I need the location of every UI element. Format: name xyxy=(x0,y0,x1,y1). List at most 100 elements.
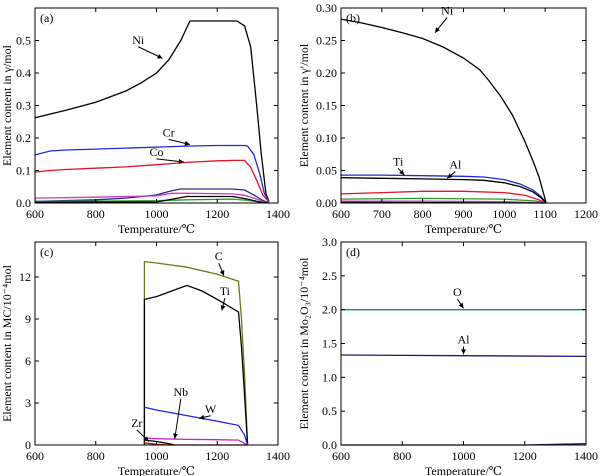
plot-frame xyxy=(34,7,279,204)
annotation-ti: Ti xyxy=(393,154,404,168)
annotation-arrowhead xyxy=(458,302,464,309)
y-tick-label: 0.00 xyxy=(316,196,337,210)
x-tick-label: 1200 xyxy=(205,207,229,221)
annotation-w: W xyxy=(205,402,217,416)
y-tick-label: 0.3 xyxy=(16,99,31,113)
panel-label: (b) xyxy=(346,11,360,25)
panel-1: 600 700 800 900 1000 1100 1200 0.00 0.05 0.10 0.15… xyxy=(297,1,598,236)
annotation-ni: Ni xyxy=(132,33,145,47)
y-axis-label: Element content in γ′/mol xyxy=(297,43,311,167)
y-tick-label: 12 xyxy=(19,270,31,284)
x-axis-label: Temperature/℃ xyxy=(118,464,195,476)
annotation-co: Co xyxy=(149,145,163,159)
annotation-arrowhead xyxy=(199,414,205,420)
annotation-al: Al xyxy=(458,333,471,347)
y-tick-label: 3 xyxy=(25,396,31,410)
series-line-ti xyxy=(341,174,547,204)
y-tick-label: 0 xyxy=(25,438,31,452)
annotation-arrowhead xyxy=(461,349,466,355)
annotation-arrowhead xyxy=(219,270,225,276)
x-tick-label: 1400 xyxy=(574,449,598,463)
y-tick-label: 0.1 xyxy=(16,164,31,178)
annotation-arrowhead xyxy=(156,53,163,59)
x-tick-label: 1400 xyxy=(266,207,290,221)
series-line-al xyxy=(340,354,587,358)
y-axis-label: Element content in Mo₂O₃/10⁻⁴mol xyxy=(297,257,311,430)
x-tick-label: 600 xyxy=(332,449,350,463)
x-tick-label: 1100 xyxy=(533,207,557,221)
series-line-nb xyxy=(144,437,248,446)
x-tick-label: 800 xyxy=(414,207,432,221)
y-tick-label: 0.5 xyxy=(322,404,337,418)
x-tick-label: 800 xyxy=(87,449,105,463)
series-line-co xyxy=(34,159,270,203)
y-tick-label: 2.5 xyxy=(322,269,337,283)
panel-label: (d) xyxy=(346,245,360,259)
x-tick-label: 1000 xyxy=(492,207,516,221)
y-axis-label: Element content in γ/mol xyxy=(0,44,14,166)
annotation-o: O xyxy=(453,285,462,299)
series-line-ni xyxy=(34,20,270,202)
series-line-cr xyxy=(34,144,270,203)
annotation-arrowhead xyxy=(143,436,149,442)
panel-label: (a) xyxy=(40,11,53,25)
x-tick-label: 1200 xyxy=(513,449,537,463)
y-tick-label: 0.05 xyxy=(316,164,337,178)
x-tick-label: 1400 xyxy=(266,449,290,463)
y-tick-label: 1.5 xyxy=(322,337,337,351)
y-tick-label: 6 xyxy=(25,354,31,368)
y-tick-label: 0.30 xyxy=(316,1,337,15)
series-line-ti xyxy=(143,284,249,446)
annotation-al: Al xyxy=(449,158,462,172)
x-tick-label: 900 xyxy=(455,207,473,221)
series-line-unlabeled-4 xyxy=(34,192,270,204)
y-tick-label: 0.25 xyxy=(316,34,337,48)
annotation-arrowhead xyxy=(173,433,178,439)
series-line-unlabeled-3 xyxy=(340,190,547,204)
panel-0: 600 800 1000 1200 1400 0.0 0.1 0.2 0.3 0.4 0.5 Temp… xyxy=(0,7,290,236)
plot-frame xyxy=(340,7,587,204)
series-line-c xyxy=(143,260,249,446)
y-tick-label: 3.0 xyxy=(322,235,337,249)
annotation-arrowhead xyxy=(184,140,190,146)
panel-label: (c) xyxy=(40,245,53,259)
y-tick-label: 0.5 xyxy=(16,34,31,48)
annotation-nb: Nb xyxy=(173,385,188,399)
x-tick-label: 1200 xyxy=(205,449,229,463)
x-axis-label: Temperature/℃ xyxy=(425,222,502,236)
y-tick-label: 0.0 xyxy=(322,438,337,452)
annotation-arrowhead xyxy=(447,173,453,179)
y-tick-label: 0.10 xyxy=(316,131,337,145)
x-tick-label: 1000 xyxy=(145,449,169,463)
series-line-al xyxy=(340,177,547,204)
x-tick-label: 1000 xyxy=(452,449,476,463)
annotation-arrowhead xyxy=(220,305,226,311)
series-line-ni xyxy=(340,18,547,204)
y-tick-label: 2.0 xyxy=(322,303,337,317)
annotation-zr: Zr xyxy=(131,416,142,430)
series-line-zr xyxy=(144,439,175,446)
y-tick-label: 0.4 xyxy=(16,66,31,80)
y-axis-label: Element content in MC/10⁻⁴mol xyxy=(0,264,14,421)
annotation-arrow-line xyxy=(174,398,182,439)
y-tick-label: 0.20 xyxy=(316,66,337,80)
x-tick-label: 1000 xyxy=(145,207,169,221)
y-tick-label: 1.0 xyxy=(322,370,337,384)
x-tick-label: 700 xyxy=(373,207,391,221)
y-tick-label: 0.15 xyxy=(316,99,337,113)
x-axis-label: Temperature/℃ xyxy=(425,464,502,476)
x-tick-label: 800 xyxy=(393,449,411,463)
panel-3: 600 800 1000 1200 1400 0.0 0.5 1.0 1.5 2.0 2.5 3.0 T… xyxy=(297,235,598,476)
annotation-c: C xyxy=(215,249,223,263)
x-tick-label: 600 xyxy=(26,207,44,221)
x-axis-label: Temperature/℃ xyxy=(118,222,195,236)
annotation-arrowhead xyxy=(178,158,184,164)
y-tick-label: 0.0 xyxy=(16,196,31,210)
annotation-arrowhead xyxy=(399,169,405,176)
x-tick-label: 600 xyxy=(332,207,350,221)
series-line-unlabeled-3 xyxy=(34,188,270,204)
y-tick-label: 0.2 xyxy=(16,131,31,145)
series-line-w xyxy=(144,406,249,446)
x-tick-label: 600 xyxy=(26,449,44,463)
